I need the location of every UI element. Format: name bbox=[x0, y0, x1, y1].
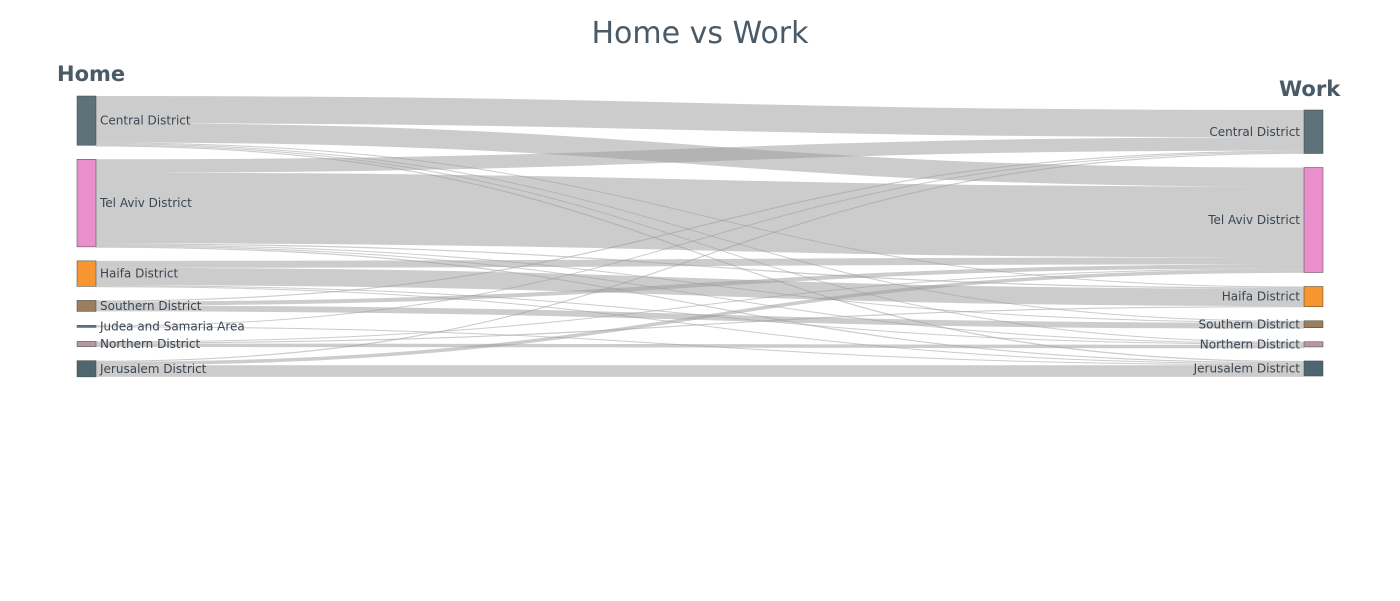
work-label-southern-district: Southern District bbox=[1198, 317, 1300, 331]
link-central-district-to-central-district[interactable] bbox=[96, 96, 1304, 138]
link-jerusalem-district-to-jerusalem-district[interactable] bbox=[96, 365, 1304, 377]
link-central-district-to-jerusalem-district[interactable] bbox=[96, 145, 1304, 363]
work-column-header: Work bbox=[1279, 77, 1341, 101]
work-node-tel-aviv-district[interactable] bbox=[1303, 167, 1324, 273]
home-label-central-district: Central District bbox=[100, 114, 191, 128]
work-label-northern-district: Northern District bbox=[1200, 337, 1300, 351]
link-jerusalem-district-to-tel-aviv-district[interactable] bbox=[96, 269, 1304, 366]
home-node-judea-and-samaria-area[interactable] bbox=[76, 325, 97, 328]
home-label-judea-and-samaria-area: Judea and Samaria Area bbox=[99, 319, 245, 333]
link-haifa-district-to-tel-aviv-district[interactable] bbox=[96, 257, 1304, 268]
work-node-central-district[interactable] bbox=[1303, 109, 1324, 154]
link-tel-aviv-district-to-jerusalem-district[interactable] bbox=[96, 246, 1304, 364]
work-label-tel-aviv-district: Tel Aviv District bbox=[1207, 213, 1300, 227]
link-southern-district-to-central-district[interactable] bbox=[96, 150, 1304, 302]
nodes-group: Central District Tel Aviv District Haifa D… bbox=[76, 95, 1324, 378]
link-northern-district-to-northern-district[interactable] bbox=[96, 343, 1304, 349]
work-node-southern-district[interactable] bbox=[1303, 320, 1324, 328]
work-label-central-district: Central District bbox=[1209, 125, 1300, 139]
home-label-southern-district: Southern District bbox=[100, 299, 202, 313]
link-northern-district-to-tel-aviv-district[interactable] bbox=[96, 268, 1304, 343]
home-node-jerusalem-district[interactable] bbox=[76, 360, 97, 378]
link-jerusalem-district-to-central-district[interactable] bbox=[96, 152, 1304, 362]
home-node-haifa-district[interactable] bbox=[76, 260, 97, 287]
work-node-northern-district[interactable] bbox=[1303, 341, 1324, 348]
home-label-haifa-district: Haifa District bbox=[100, 267, 179, 281]
link-northern-district-to-haifa-district[interactable] bbox=[96, 306, 1304, 344]
link-tel-aviv-district-to-tel-aviv-district[interactable] bbox=[96, 172, 1304, 258]
home-node-southern-district[interactable] bbox=[76, 300, 97, 312]
link-judea-and-samaria-area-to-central-district[interactable] bbox=[96, 151, 1304, 327]
work-node-haifa-district[interactable] bbox=[1303, 286, 1324, 308]
chart-title: Home vs Work bbox=[591, 16, 809, 51]
work-label-jerusalem-district: Jerusalem District bbox=[1193, 362, 1301, 376]
home-node-central-district[interactable] bbox=[76, 95, 97, 146]
links-group bbox=[96, 96, 1304, 377]
link-southern-district-to-tel-aviv-district[interactable] bbox=[96, 264, 1304, 306]
work-node-jerusalem-district[interactable] bbox=[1303, 360, 1324, 377]
link-tel-aviv-district-to-central-district[interactable] bbox=[96, 137, 1304, 173]
home-label-tel-aviv-district: Tel Aviv District bbox=[99, 196, 192, 210]
home-column-header: Home bbox=[57, 62, 126, 86]
home-label-northern-district: Northern District bbox=[100, 337, 200, 351]
home-label-jerusalem-district: Jerusalem District bbox=[99, 362, 207, 376]
work-label-haifa-district: Haifa District bbox=[1222, 290, 1301, 304]
home-node-northern-district[interactable] bbox=[76, 341, 97, 347]
home-node-tel-aviv-district[interactable] bbox=[76, 159, 97, 248]
